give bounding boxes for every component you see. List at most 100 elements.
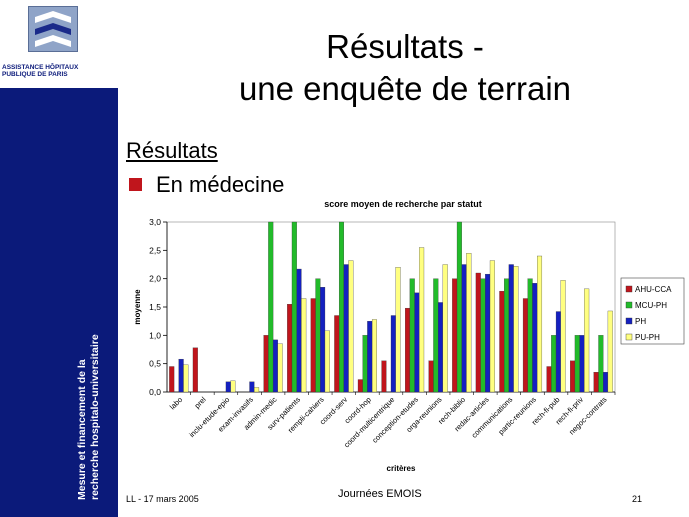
- bar-pu-ph-surv-patients: [301, 298, 307, 393]
- bar-pu-ph-coord-serv: [348, 260, 354, 393]
- bar-mcu-ph-partic-reunions: [527, 278, 533, 393]
- bar-pu-ph-rech-fi-priv: [584, 288, 590, 393]
- bar-pu-ph-redac-articles: [489, 260, 495, 393]
- bar-ahu-cca-rech-fi-pub: [546, 366, 552, 393]
- legend-label-mcu-ph: MCU-PH: [635, 301, 667, 310]
- bar-ph-coord-multicentrique: [390, 315, 396, 393]
- page-number: 21: [632, 494, 643, 504]
- legend-swatch-mcu-ph: [625, 301, 633, 309]
- bar-ph-coord-hop: [367, 321, 373, 393]
- bar-ahu-cca-rempli-cahiers: [310, 298, 316, 393]
- bar-pu-ph-admin-medic: [277, 343, 283, 393]
- bar-mcu-ph-negoc-contrats: [598, 335, 604, 393]
- legend-swatch-ph: [625, 317, 633, 325]
- bar-pu-ph-exam-invasifs: [254, 387, 260, 393]
- y-tick-label: 3,0: [149, 217, 161, 227]
- x-axis-label: critères: [387, 464, 416, 473]
- bar-pu-ph-negoc-contrats: [607, 310, 613, 393]
- bar-ph-admin-medic: [272, 339, 278, 393]
- y-tick-label: 1,0: [149, 330, 161, 340]
- ap-hp-logo: ASSISTANCE HÔPITAUX PUBLIQUE DE PARIS: [0, 0, 118, 88]
- bar-ahu-cca-orga-reunions: [428, 360, 434, 393]
- bar-ph-rech-biblio: [461, 264, 467, 393]
- slide-title-line-1: Résultats -: [326, 28, 484, 65]
- bar-ph-rech-fi-priv: [579, 335, 585, 393]
- bar-ahu-cca-rech-fi-priv: [570, 360, 576, 393]
- bar-ahu-cca-negoc-contrats: [593, 372, 599, 393]
- bar-ahu-cca-surv-patients: [287, 304, 293, 393]
- bar-ph-surv-patients: [296, 268, 302, 393]
- footer-event: Journées EMOIS: [338, 488, 422, 500]
- bar-pu-ph-rech-biblio: [466, 253, 472, 393]
- bar-mcu-ph-surv-patients: [291, 221, 297, 393]
- legend-label-ph: PH: [635, 317, 646, 326]
- logo-line-2: PUBLIQUE DE PARIS: [2, 71, 68, 78]
- y-axis-label: moyenne: [133, 289, 142, 325]
- bar-pu-ph-labo: [183, 364, 189, 393]
- logo-emblem-icon: [28, 6, 78, 52]
- sidebar-caption: Mesure et financement de la recherche ho…: [76, 310, 102, 500]
- bar-pu-ph-coord-multicentrique: [395, 267, 401, 393]
- bullet-square-icon: [129, 178, 142, 191]
- bar-ahu-cca-redac-articles: [475, 272, 481, 393]
- bar-ahu-cca-coord-serv: [334, 315, 340, 393]
- bar-mcu-ph-rempli-cahiers: [315, 278, 321, 393]
- y-tick-label: 2,5: [149, 245, 161, 255]
- chart-title: score moyen de recherche par statut: [324, 199, 482, 209]
- bar-pu-ph-orga-reunions: [442, 264, 448, 393]
- bar-ph-negoc-contrats: [603, 372, 609, 393]
- x-tick-label: prel: [193, 395, 208, 410]
- legend-label-ahu-cca: AHU-CCA: [635, 285, 672, 294]
- logo-line-1: ASSISTANCE HÔPITAUX: [2, 64, 79, 71]
- bar-ahu-cca-prel: [192, 347, 198, 393]
- bar-chart: score moyen de recherche par statut 0,0 0,…: [133, 199, 685, 473]
- y-tick-label: 0,5: [149, 359, 161, 369]
- bar-pu-ph-rech-fi-pub: [560, 280, 566, 393]
- bar-mcu-ph-redac-articles: [480, 278, 486, 393]
- logo-text: ASSISTANCE HÔPITAUX PUBLIQUE DE PARIS: [2, 64, 116, 78]
- bullet-item: En médecine: [129, 172, 284, 198]
- bar-mcu-ph-communications: [504, 278, 510, 393]
- bar-ph-partic-reunions: [532, 283, 538, 393]
- bar-ahu-cca-labo: [169, 366, 175, 393]
- bar-mcu-ph-rech-fi-pub: [551, 335, 557, 393]
- bar-mcu-ph-rech-fi-priv: [574, 335, 580, 393]
- bar-pu-ph-rempli-cahiers: [324, 330, 330, 393]
- bar-mcu-ph-coord-hop: [362, 335, 368, 393]
- y-tick-label: 1,5: [149, 302, 161, 312]
- bar-ph-communications: [508, 264, 514, 393]
- bar-pu-ph-conception-etudes: [419, 247, 425, 393]
- bar-ahu-cca-admin-medic: [263, 335, 269, 393]
- bar-pu-ph-communications: [513, 266, 519, 393]
- bar-ph-labo: [178, 358, 184, 393]
- bar-ph-exam-invasifs: [249, 381, 255, 393]
- bar-pu-ph-inclu-etude-epio: [230, 380, 236, 393]
- slide-title: Résultats - une enquête de terrain: [170, 26, 640, 110]
- bar-ph-rech-fi-pub: [555, 311, 561, 393]
- sidebar: ASSISTANCE HÔPITAUX PUBLIQUE DE PARIS Me…: [0, 0, 118, 517]
- bar-ahu-cca-coord-multicentrique: [381, 360, 387, 393]
- bar-pu-ph-coord-hop: [371, 319, 377, 393]
- bar-ahu-cca-communications: [499, 290, 505, 393]
- bar-ahu-cca-rech-biblio: [452, 278, 458, 393]
- y-tick-label: 2,0: [149, 274, 161, 284]
- legend-label-pu-ph: PU-PH: [635, 333, 660, 342]
- bar-mcu-ph-conception-etudes: [409, 278, 415, 393]
- bar-pu-ph-partic-reunions: [537, 255, 543, 393]
- bar-ph-rempli-cahiers: [320, 287, 326, 393]
- bar-ph-coord-serv: [343, 264, 349, 393]
- sidebar-caption-line-1: Mesure et financement de la: [76, 359, 88, 500]
- footer-author-date: LL - 17 mars 2005: [126, 494, 199, 504]
- x-tick-label: labo: [168, 395, 184, 411]
- bar-ph-inclu-etude-epio: [225, 381, 231, 393]
- bar-mcu-ph-admin-medic: [268, 221, 274, 393]
- bar-ph-conception-etudes: [414, 292, 420, 393]
- bar-mcu-ph-coord-serv: [338, 221, 344, 393]
- legend-swatch-ahu-cca: [625, 285, 633, 293]
- bar-ahu-cca-coord-hop: [357, 379, 363, 393]
- bullet-text: En médecine: [156, 172, 285, 197]
- y-tick-label: 0,0: [149, 387, 161, 397]
- bar-ph-redac-articles: [485, 273, 491, 393]
- bar-mcu-ph-rech-biblio: [456, 221, 462, 393]
- bar-ahu-cca-partic-reunions: [522, 298, 528, 393]
